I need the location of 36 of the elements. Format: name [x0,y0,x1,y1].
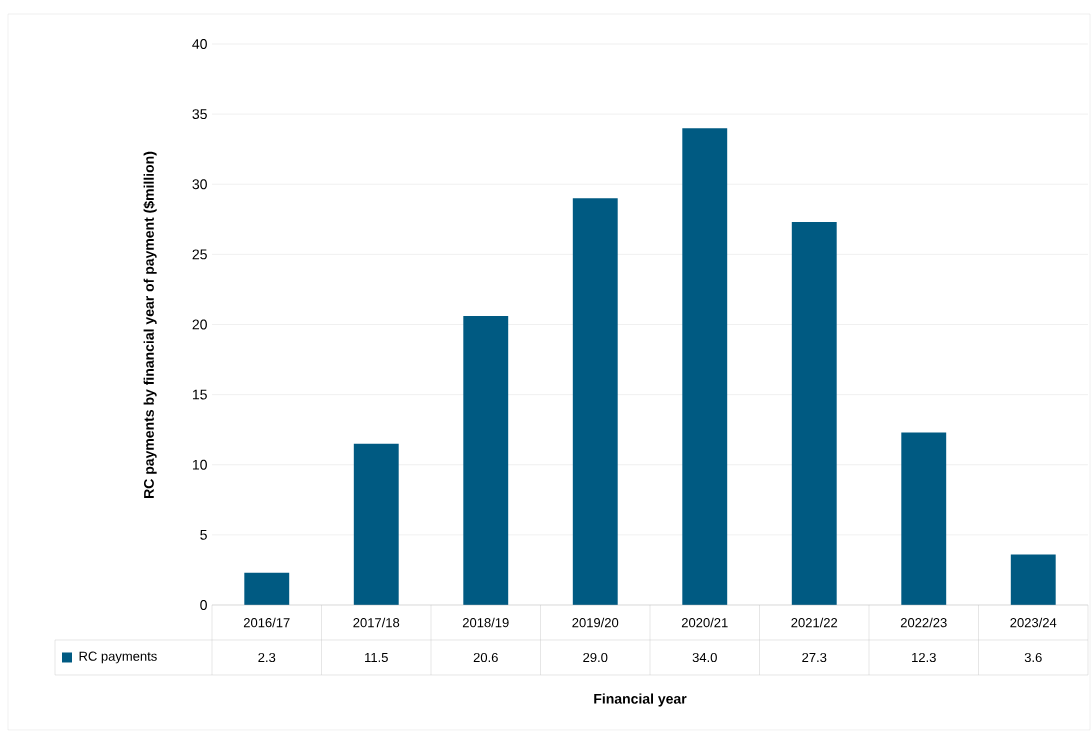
data-label: 2.3 [258,652,276,663]
x-tick-label: 2021/22 [791,617,838,628]
y-tick-label: 0 [200,600,207,610]
data-label: 3.6 [1024,652,1042,663]
bar [1010,554,1056,605]
bar [791,222,837,605]
bar [572,198,618,605]
bar [353,443,399,605]
bar [463,316,509,605]
bar [244,572,290,605]
x-tick-label: 2023/24 [1010,617,1057,628]
y-tick-label: 35 [192,109,207,120]
data-label: 27.3 [802,652,827,663]
bar [682,128,728,605]
data-label: 20.6 [473,652,498,663]
x-tick-label: 2020/21 [681,617,728,628]
y-tick-label: 10 [192,459,207,470]
y-tick-label: 5 [200,529,207,540]
data-label: 34.0 [692,652,717,663]
legend-label: RC payments [79,651,157,664]
y-tick-label: 40 [192,39,207,49]
x-tick-label: 2019/20 [572,617,619,628]
x-tick-label: 2016/17 [243,617,290,628]
x-axis-title: Financial year [594,693,687,707]
data-label: 29.0 [583,652,608,663]
y-tick-label: 25 [192,249,207,260]
y-axis-title: RC payments by financial year of payment ($million) [143,151,157,498]
y-tick-label: 20 [192,319,207,330]
data-label: 12.3 [912,652,936,663]
x-tick-label: 2017/18 [353,617,400,628]
x-tick-label: 2022/23 [900,617,947,628]
data-label: 11.5 [365,652,388,663]
bar [901,432,947,605]
y-tick-label: 30 [192,179,207,190]
x-tick-label: 2018/19 [462,617,509,628]
y-tick-label: 15 [192,389,207,400]
